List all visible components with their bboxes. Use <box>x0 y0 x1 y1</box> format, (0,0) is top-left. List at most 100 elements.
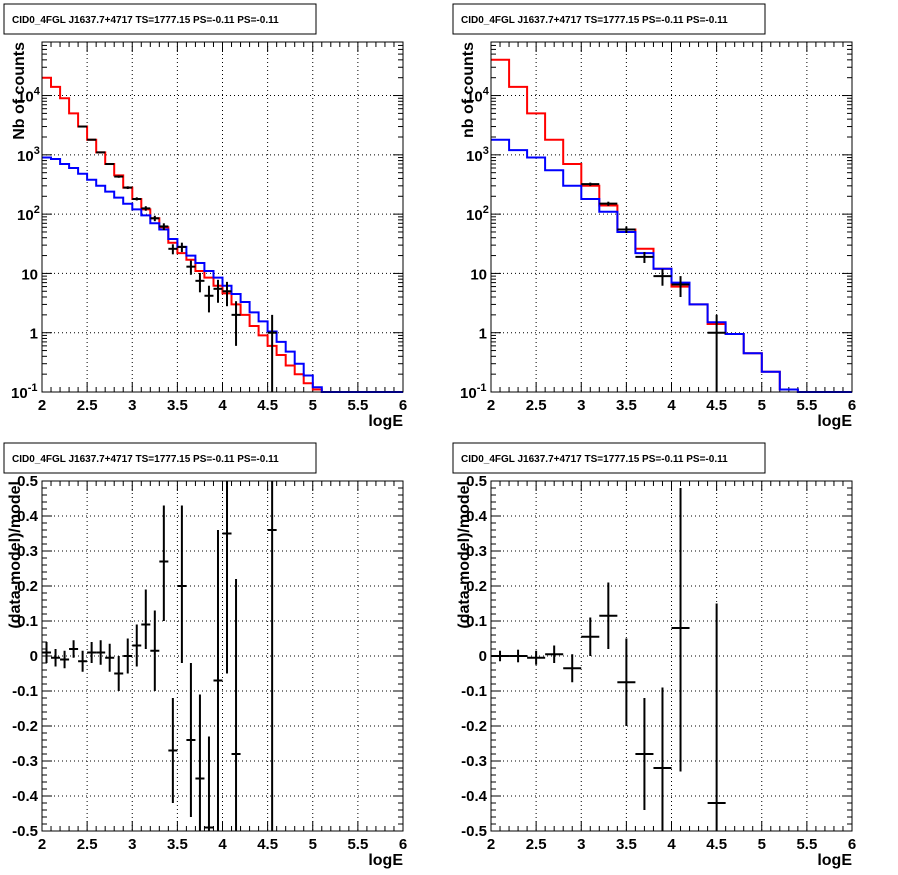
x-tick-label: 2.5 <box>77 836 98 853</box>
x-tick-label: 3.5 <box>616 836 637 853</box>
data-point <box>105 643 115 672</box>
y-tick-label: 104 <box>466 86 490 106</box>
chart-title-box: CID0_4FGL J1637.7+4717 TS=1777.15 PS=-0.… <box>3 3 317 35</box>
data-point <box>267 314 277 392</box>
data-point <box>150 610 160 691</box>
data-points <box>581 182 726 392</box>
data-point <box>671 488 690 772</box>
data-point <box>177 242 187 252</box>
x-axis-label: logE <box>817 413 852 430</box>
y-tick-label: -0.2 <box>12 718 38 735</box>
x-tick-label: 3 <box>128 836 136 853</box>
y-tick-label: 0.2 <box>466 578 487 595</box>
data-point <box>42 642 52 663</box>
x-tick-label: 6 <box>848 397 856 414</box>
y-tick-label: -0.3 <box>461 753 487 770</box>
x-tick-label: 5.5 <box>347 397 368 414</box>
data-point <box>671 276 690 298</box>
x-tick-label: 4.5 <box>706 397 727 414</box>
y-tick-label: 102 <box>466 204 489 224</box>
chart-panel-1: 2 2.5 3 3.5 4 4.5 5 5.5 6 10-1 1 10 102 103 104 logE Nb … <box>3 3 407 430</box>
data-point <box>150 215 160 222</box>
x-tick-label: 5 <box>758 397 766 414</box>
title-frame <box>452 3 766 35</box>
series-line-2 <box>42 156 403 393</box>
data-point <box>213 279 223 303</box>
chart-panel-4: 2 2.5 3 3.5 4 4.5 5 5.5 6 -0.5 -0.4 -0.3 -0.2 -0.1 0 0.… <box>452 442 856 869</box>
data-point <box>168 698 178 803</box>
y-tick-label: -0.3 <box>12 753 38 770</box>
data-point <box>204 736 214 831</box>
x-tick-label: 3.5 <box>616 397 637 414</box>
x-axis-label: logE <box>368 852 403 869</box>
data-points <box>491 488 726 831</box>
x-axis-label: logE <box>368 413 403 430</box>
data-points <box>42 481 277 831</box>
x-axis-label: logE <box>817 852 852 869</box>
grid-lines <box>490 480 853 832</box>
y-tick-label: 102 <box>17 204 40 224</box>
chart-panel-2: 2 2.5 3 3.5 4 4.5 5 5.5 6 10-1 1 10 102 103 104 logE nb … <box>452 3 856 430</box>
data-point <box>635 698 654 810</box>
data-point <box>231 301 241 346</box>
x-tick-label: 5 <box>309 836 317 853</box>
data-point <box>563 654 582 683</box>
data-point <box>707 603 726 831</box>
x-tick-label: 4.5 <box>257 836 278 853</box>
y-tick-label: 0.4 <box>17 508 39 525</box>
title-frame <box>452 442 766 474</box>
data-point <box>96 640 106 665</box>
data-point <box>653 269 672 286</box>
data-point <box>635 251 654 263</box>
axis-ticks <box>41 480 404 832</box>
y-tick-label: -0.5 <box>461 823 487 840</box>
data-point <box>267 481 277 831</box>
chart-title: CID0_4FGL J1637.7+4717 TS=1777.15 PS=-0.… <box>12 15 279 26</box>
series-line-2 <box>491 138 852 393</box>
y-tick-label: 104 <box>17 86 41 106</box>
x-tick-label: 6 <box>399 836 407 853</box>
x-tick-label: 2 <box>487 836 495 853</box>
data-point <box>132 197 142 201</box>
axis-ticks <box>41 41 404 393</box>
data-point <box>114 175 124 178</box>
data-point <box>545 645 564 663</box>
data-point <box>599 582 618 649</box>
y-tick-label: -0.5 <box>12 823 38 840</box>
plot-frame <box>490 480 853 832</box>
y-tick-label: 10 <box>470 266 487 283</box>
data-point <box>527 650 546 665</box>
x-tick-label: 2 <box>487 397 495 414</box>
x-tick-label: 2.5 <box>77 397 98 414</box>
data-point <box>159 223 169 230</box>
data-point <box>186 663 196 817</box>
y-tick-label: 10 <box>21 266 38 283</box>
x-tick-label: 3 <box>128 397 136 414</box>
y-tick-label: 103 <box>17 145 40 165</box>
title-frame <box>3 442 317 474</box>
x-tick-label: 5 <box>758 836 766 853</box>
chart-title-box: CID0_4FGL J1637.7+4717 TS=1777.15 PS=-0.… <box>452 3 766 35</box>
plot-frame <box>41 480 404 832</box>
data-point <box>141 589 151 649</box>
plot-frame <box>490 41 853 393</box>
chart-title: CID0_4FGL J1637.7+4717 TS=1777.15 PS=-0.… <box>461 454 728 465</box>
data-point <box>195 694 205 831</box>
x-tick-label: 5.5 <box>796 397 817 414</box>
data-point <box>123 638 133 674</box>
x-tick-label: 3.5 <box>167 836 188 853</box>
data-point <box>78 125 88 128</box>
data-point <box>599 201 618 206</box>
data-point <box>60 650 70 669</box>
grid-lines <box>41 42 404 393</box>
y-tick-label: 0.3 <box>17 543 38 560</box>
y-tick-label: 0.1 <box>17 613 38 630</box>
data-point <box>617 638 636 726</box>
y-tick-label: 0.1 <box>466 613 487 630</box>
y-tick-label: 10-1 <box>460 382 486 402</box>
x-tick-label: 5 <box>309 397 317 414</box>
x-tick-label: 3 <box>577 397 585 414</box>
data-point <box>186 260 196 275</box>
y-tick-label: 0.2 <box>17 578 38 595</box>
